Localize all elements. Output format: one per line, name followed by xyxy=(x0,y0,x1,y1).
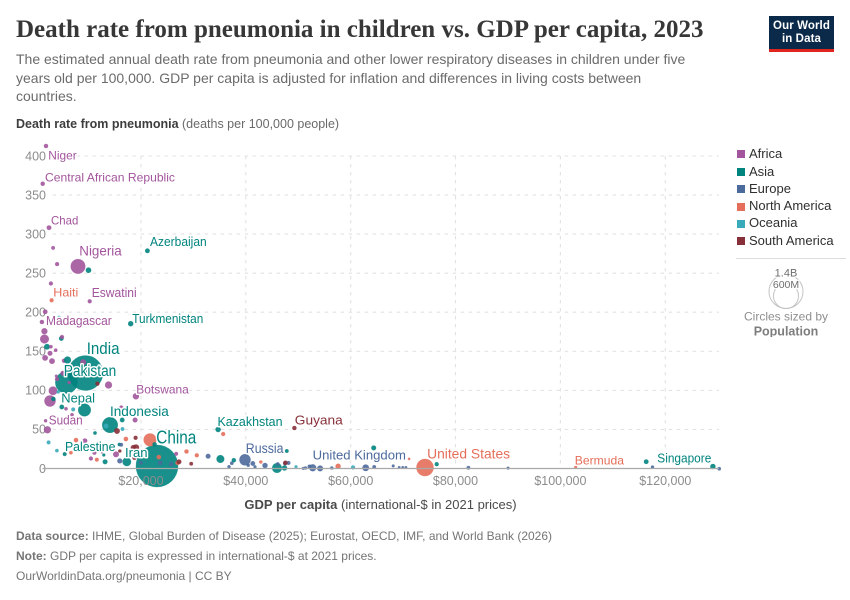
svg-text:Kazakhstan: Kazakhstan xyxy=(218,415,283,429)
svg-text:Haiti: Haiti xyxy=(53,285,78,299)
svg-text:Chad: Chad xyxy=(51,214,78,228)
svg-text:150: 150 xyxy=(25,345,46,359)
svg-text:Eswatini: Eswatini xyxy=(92,286,137,300)
svg-text:400: 400 xyxy=(25,149,46,163)
svg-text:Population: Population xyxy=(754,325,819,338)
svg-text:$80,000: $80,000 xyxy=(433,474,478,488)
svg-text:$120,000: $120,000 xyxy=(639,474,691,488)
svg-text:Botswana: Botswana xyxy=(136,383,189,397)
svg-text:United States: United States xyxy=(427,445,510,461)
svg-text:United Kingdom: United Kingdom xyxy=(313,447,406,462)
svg-text:Niger: Niger xyxy=(48,149,76,163)
svg-text:$100,000: $100,000 xyxy=(534,474,586,488)
svg-text:Palestine: Palestine xyxy=(65,440,115,454)
svg-text:Sudan: Sudan xyxy=(49,412,83,427)
svg-text:Indonesia: Indonesia xyxy=(110,404,169,419)
svg-text:India: India xyxy=(87,339,120,358)
svg-text:Madagascar: Madagascar xyxy=(46,314,112,328)
svg-text:50: 50 xyxy=(32,423,46,437)
svg-text:Central African Republic: Central African Republic xyxy=(45,170,175,184)
svg-text:$20,000: $20,000 xyxy=(118,474,163,488)
svg-text:Russia: Russia xyxy=(246,441,284,456)
svg-text:Bermuda: Bermuda xyxy=(575,454,625,468)
svg-text:Turkmenistan: Turkmenistan xyxy=(132,312,203,326)
svg-text:Nepal: Nepal xyxy=(61,390,95,405)
svg-text:Singapore: Singapore xyxy=(657,451,711,465)
svg-text:Guyana: Guyana xyxy=(295,414,343,428)
svg-text:Pakistan: Pakistan xyxy=(64,363,117,380)
svg-text:300: 300 xyxy=(25,227,46,241)
svg-text:China: China xyxy=(156,428,197,448)
svg-text:200: 200 xyxy=(25,306,46,320)
svg-text:600M: 600M xyxy=(773,279,799,291)
svg-text:$40,000: $40,000 xyxy=(223,474,268,488)
svg-text:250: 250 xyxy=(25,267,46,281)
svg-text:Nigeria: Nigeria xyxy=(79,243,122,259)
svg-text:100: 100 xyxy=(25,384,46,398)
svg-text:Iran: Iran xyxy=(125,446,148,460)
svg-text:350: 350 xyxy=(25,188,46,202)
svg-text:Azerbaijan: Azerbaijan xyxy=(150,235,207,249)
svg-text:$60,000: $60,000 xyxy=(328,474,373,488)
svg-text:1.4B: 1.4B xyxy=(775,268,798,280)
svg-text:Circles sized by: Circles sized by xyxy=(744,310,828,324)
